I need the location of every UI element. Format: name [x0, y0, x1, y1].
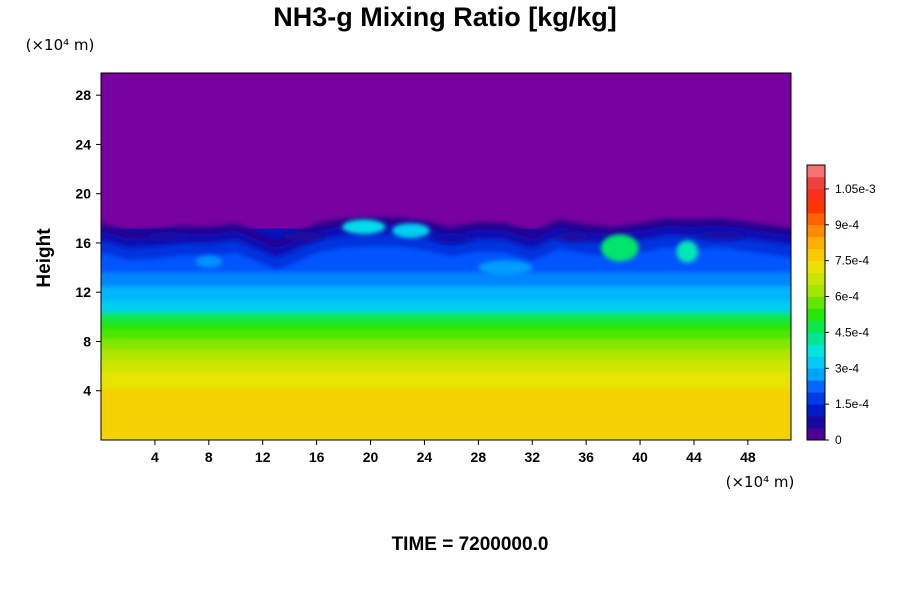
cloud-feature-7: [282, 231, 324, 242]
colorbar-level: [807, 272, 825, 285]
cloud-feature-10: [696, 230, 746, 241]
x-tick-label: 36: [578, 449, 594, 465]
x-tick-label: 20: [363, 449, 379, 465]
x-tick-label: 4: [151, 449, 159, 465]
y-tick-label: 12: [75, 284, 91, 300]
colorbar: [807, 165, 825, 441]
cloud-feature-1: [392, 223, 430, 239]
layer-band-overlay-5: [101, 329, 791, 340]
colorbar-frame: [806, 164, 826, 441]
cloud-feature-4: [195, 255, 223, 268]
colorbar-level: [807, 356, 825, 369]
layer-band-overlay-7: [101, 311, 791, 322]
cloud-feature-2: [600, 234, 639, 262]
colorbar-tick-label: 4.5e-4: [835, 325, 869, 339]
colorbar-level: [807, 416, 825, 429]
colorbar-level: [807, 344, 825, 357]
x-axis-unit: (×10⁴ m): [726, 473, 795, 491]
x-tick-label: 8: [205, 449, 213, 465]
colorbar-level: [807, 224, 825, 238]
colorbar-level: [807, 260, 825, 274]
colorbar-level: [807, 176, 825, 190]
y-tick-label: 4: [83, 383, 91, 399]
colorbar-level: [807, 392, 825, 405]
cloud-feature-3: [676, 240, 699, 263]
layer-band-overlay-2: [101, 359, 791, 373]
y-tick-label: 8: [83, 333, 91, 349]
colorbar-level: [807, 368, 825, 381]
colorbar-level: [807, 404, 825, 417]
layer-band-overlay-8: [101, 300, 791, 313]
colorbar-tick-label: 7.5e-4: [835, 254, 869, 268]
colorbar-tick-label: 3e-4: [835, 361, 859, 375]
layer-band-overlay-3: [101, 348, 791, 361]
colorbar-tick-label: 1.05e-3: [835, 182, 876, 196]
colorbar-level: [807, 332, 825, 345]
colorbar-level: [807, 428, 825, 441]
y-axis-label: Height: [34, 228, 55, 288]
colorbar-level: [807, 212, 825, 226]
y-tick-label: 28: [75, 87, 91, 103]
y-tick-label: 20: [75, 186, 91, 202]
colorbar-level: [807, 200, 825, 214]
plot-frame: [100, 72, 792, 441]
colorbar-level: [807, 308, 825, 321]
x-tick-label: 32: [524, 449, 540, 465]
time-stamp: TIME = 7200000.0: [392, 534, 549, 555]
colorbar-labels: 0 1.5e-4 3e-4 4.5e-4 6e-4 7.5e-4 9e-4 1.05e-3: [825, 182, 876, 447]
y-tick-label: 24: [75, 136, 91, 152]
colorbar-level: [807, 296, 825, 309]
cloud-feature-0: [342, 219, 386, 235]
cloud-feature-5: [478, 260, 533, 275]
layer-band-overlay-10: [101, 272, 791, 287]
cloud-field: [101, 217, 791, 440]
y-tick-label: 16: [75, 235, 91, 251]
colorbar-level: [807, 165, 825, 178]
cloud-feature-6: [146, 231, 190, 242]
y-axis-ticks: 4 8 12 16 20 24 28: [75, 87, 101, 399]
x-tick-label: 40: [632, 449, 648, 465]
colorbar-level: [807, 248, 825, 262]
colorbar-level: [807, 188, 825, 202]
plot-field: [101, 73, 791, 440]
x-tick-label: 44: [686, 449, 702, 465]
colorbar-level: [807, 380, 825, 393]
layer-band-14: [101, 73, 791, 229]
x-tick-label: 28: [471, 449, 487, 465]
cloud-features: [146, 219, 746, 275]
chart-title: NH3-g Mixing Ratio [kg/kg]: [273, 2, 617, 32]
layer-band-overlay-9: [101, 286, 791, 302]
colorbar-level: [807, 284, 825, 297]
x-tick-label: 12: [255, 449, 271, 465]
colorbar-level: [807, 320, 825, 333]
layer-band-overlay-0: [101, 387, 791, 440]
y-axis-unit: (×10⁴ m): [26, 36, 95, 54]
colorbar-tick-label: 0: [835, 433, 842, 447]
colorbar-tick-label: 1.5e-4: [835, 397, 869, 411]
x-tick-label: 16: [309, 449, 325, 465]
layer-band-overlay-1: [101, 372, 791, 388]
layer-band-overlay-4: [101, 339, 791, 350]
layer-band-overlay-6: [101, 320, 791, 330]
cloud-feature-8: [431, 233, 472, 243]
x-tick-label: 24: [417, 449, 433, 465]
cloud-feature-9: [556, 231, 589, 242]
x-tick-label: 48: [740, 449, 756, 465]
x-axis-ticks: 4 8 12 16 20 24 28 32 36 40 44 48: [151, 440, 756, 465]
colorbar-level: [807, 236, 825, 250]
colorbar-tick-label: 9e-4: [835, 218, 859, 232]
colorbar-tick-label: 6e-4: [835, 290, 859, 304]
